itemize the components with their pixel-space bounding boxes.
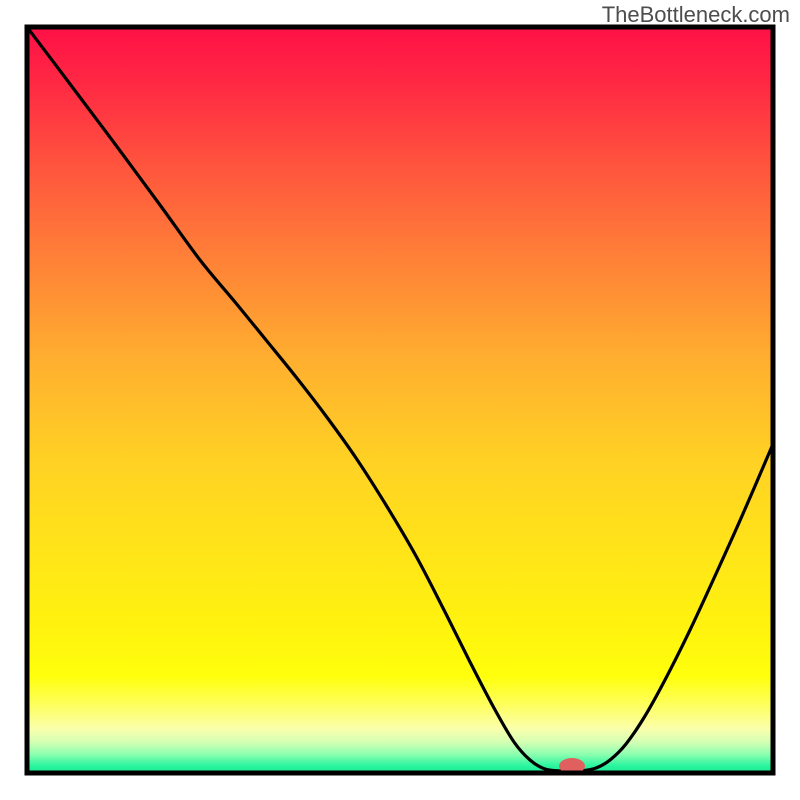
bottleneck-chart: TheBottleneck.com [0, 0, 800, 800]
watermark-label: TheBottleneck.com [602, 2, 790, 27]
plot-gradient-background [27, 27, 773, 773]
